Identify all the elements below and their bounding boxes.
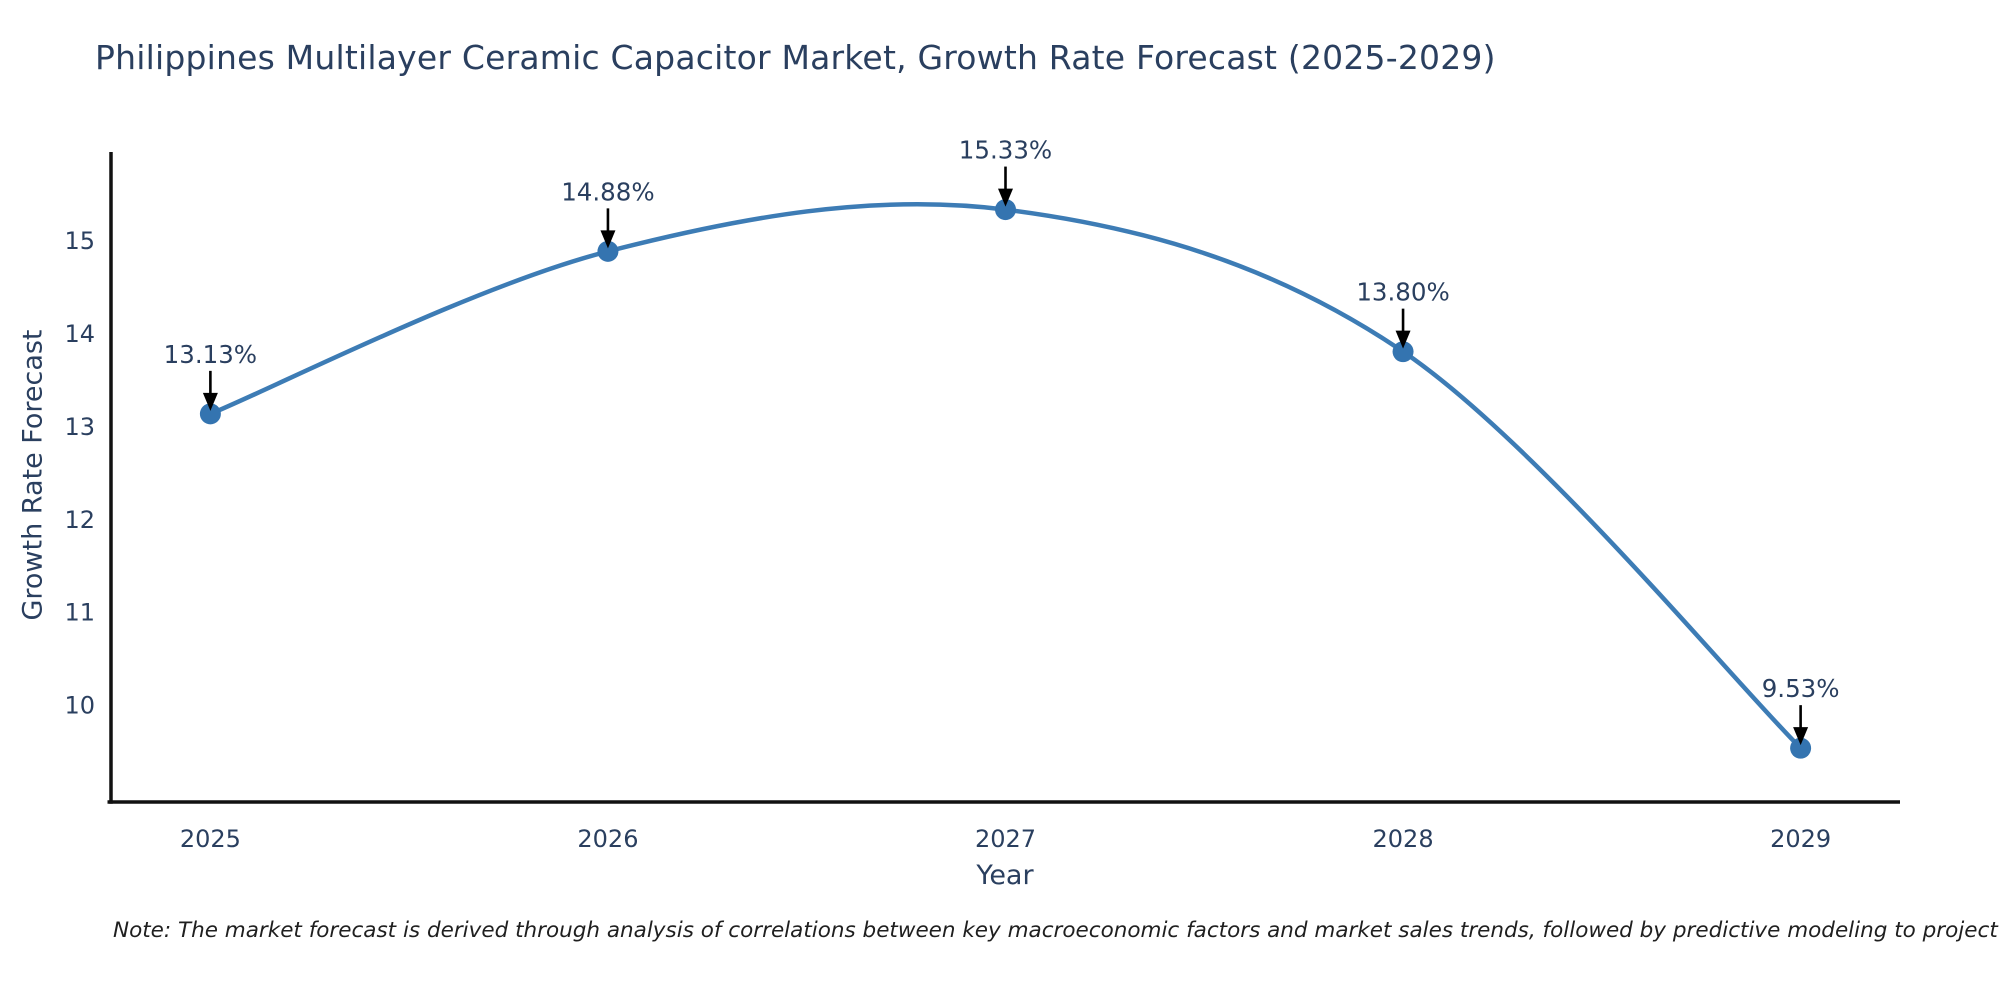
x-tick-label: 2028 [1373,825,1434,853]
y-tick-label: 13 [64,413,95,441]
data-point-label: 13.13% [164,340,257,369]
x-tick-label: 2025 [180,825,241,853]
data-point [199,403,221,425]
annotation-arrowhead [1395,330,1411,349]
data-point-label: 15.33% [959,136,1052,165]
data-point-label: 9.53% [1762,674,1840,703]
forecast-line [208,201,1803,751]
annotation-arrowhead [1793,727,1809,746]
chart-title: Philippines Multilayer Ceramic Capacitor… [95,38,1496,77]
data-point [597,240,619,262]
data-point [1790,737,1812,759]
data-point-label: 14.88% [561,177,654,206]
annotation-arrowhead [202,392,218,411]
y-tick-label: 14 [64,320,95,348]
x-tick-label: 2026 [577,825,638,853]
x-tick-label: 2027 [975,825,1036,853]
data-point [1392,341,1414,363]
y-tick-label: 12 [64,506,95,534]
y-tick-label: 11 [64,599,95,627]
annotation-arrowhead [998,188,1013,207]
y-tick-label: 15 [64,227,95,255]
y-tick-label: 10 [64,692,95,720]
footnote: Note: The market forecast is derived thr… [113,918,2000,943]
data-point [995,199,1016,221]
data-point-label: 13.80% [1356,278,1449,307]
x-tick-label: 2029 [1770,825,1831,853]
annotation-arrowhead [600,230,616,249]
x-axis-title: Year [976,860,1034,891]
